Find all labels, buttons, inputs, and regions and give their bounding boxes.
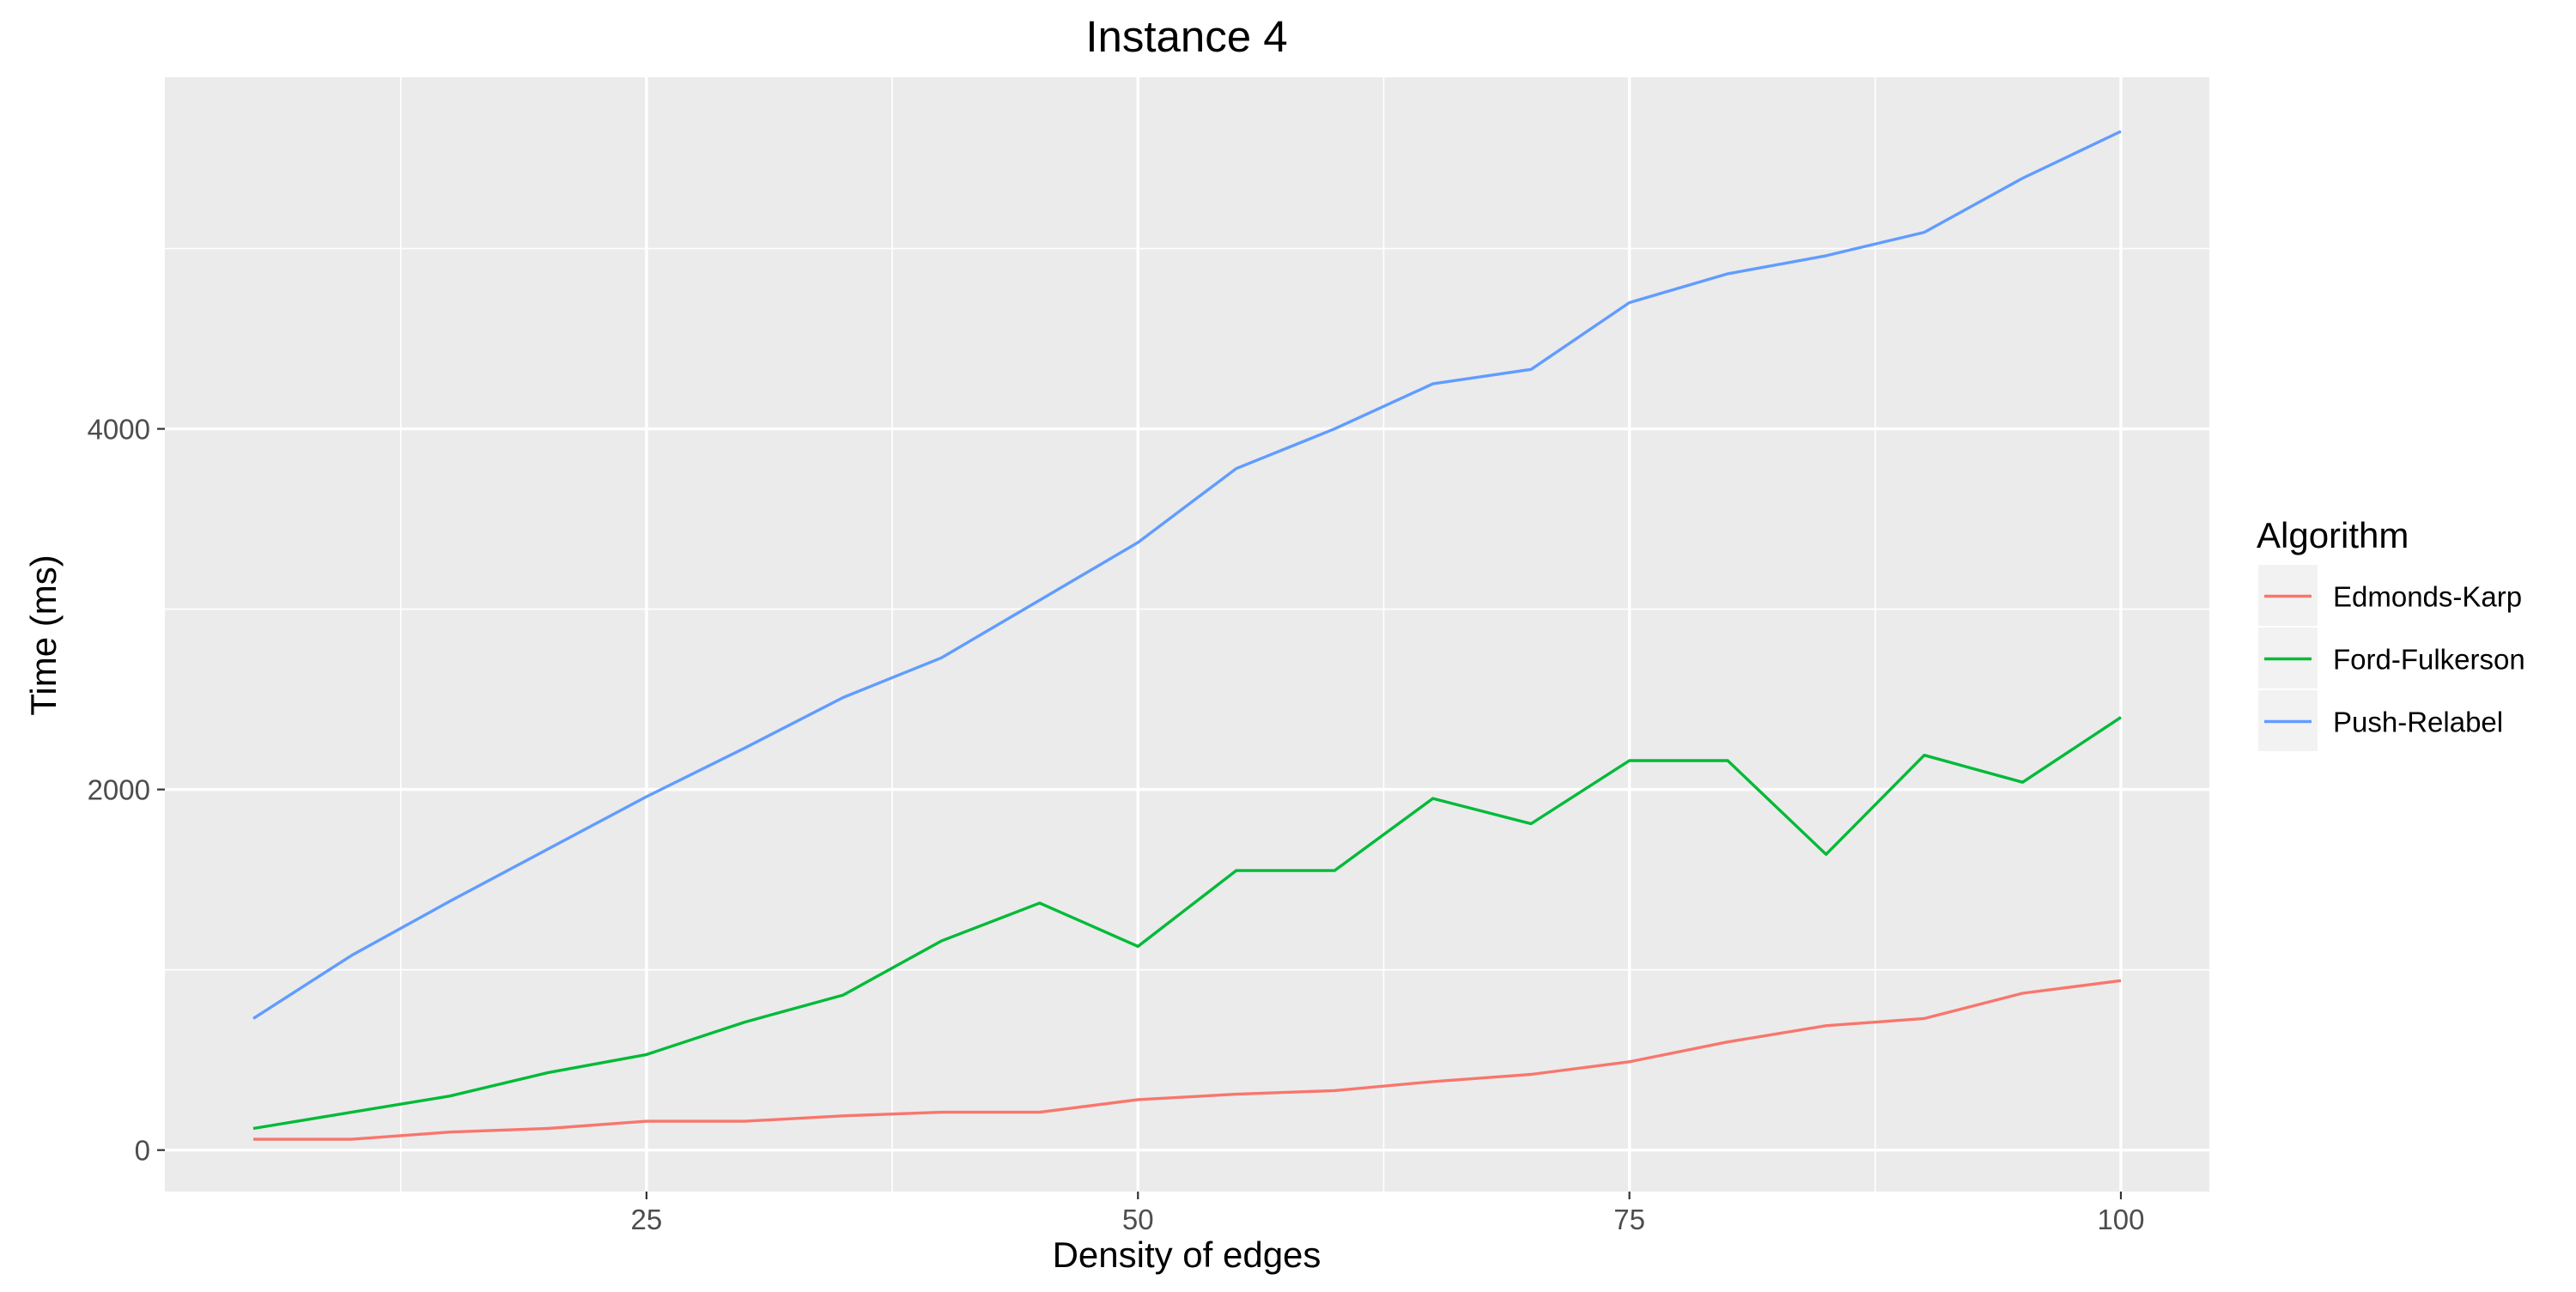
x-tick-label: 75 bbox=[1613, 1204, 1645, 1235]
y-tick-label: 4000 bbox=[88, 414, 150, 446]
chart-title: Instance 4 bbox=[1085, 12, 1287, 61]
legend-label-edmonds-karp: Edmonds-Karp bbox=[2333, 581, 2522, 613]
y-tick-label: 0 bbox=[135, 1135, 150, 1167]
plot-background bbox=[165, 77, 2209, 1192]
legend-label-ford-fulkerson: Ford-Fulkerson bbox=[2333, 644, 2525, 676]
series-line-edmonds-karp bbox=[253, 979, 2122, 1141]
x-tick-label: 50 bbox=[1122, 1204, 1154, 1235]
grid-lines bbox=[165, 77, 2209, 1192]
legend: Algorithm Edmonds-Karp Ford-Fulkerson Push… bbox=[2257, 515, 2525, 751]
y-tick-label: 2000 bbox=[88, 774, 150, 806]
x-tick-label: 100 bbox=[2097, 1204, 2144, 1235]
series-line-push-relabel bbox=[252, 130, 2122, 1020]
plot-panel bbox=[165, 77, 2209, 1192]
x-tick-label: 25 bbox=[631, 1204, 663, 1235]
y-axis-label: Time (ms) bbox=[23, 555, 64, 715]
legend-title: Algorithm bbox=[2257, 515, 2409, 555]
series-lines bbox=[252, 130, 2122, 1141]
series-line-ford-fulkerson bbox=[252, 716, 2122, 1131]
axes: 0 2000 4000 25 50 75 100 bbox=[88, 414, 2145, 1235]
legend-label-push-relabel: Push-Relabel bbox=[2333, 707, 2503, 738]
x-axis-label: Density of edges bbox=[1053, 1234, 1321, 1275]
